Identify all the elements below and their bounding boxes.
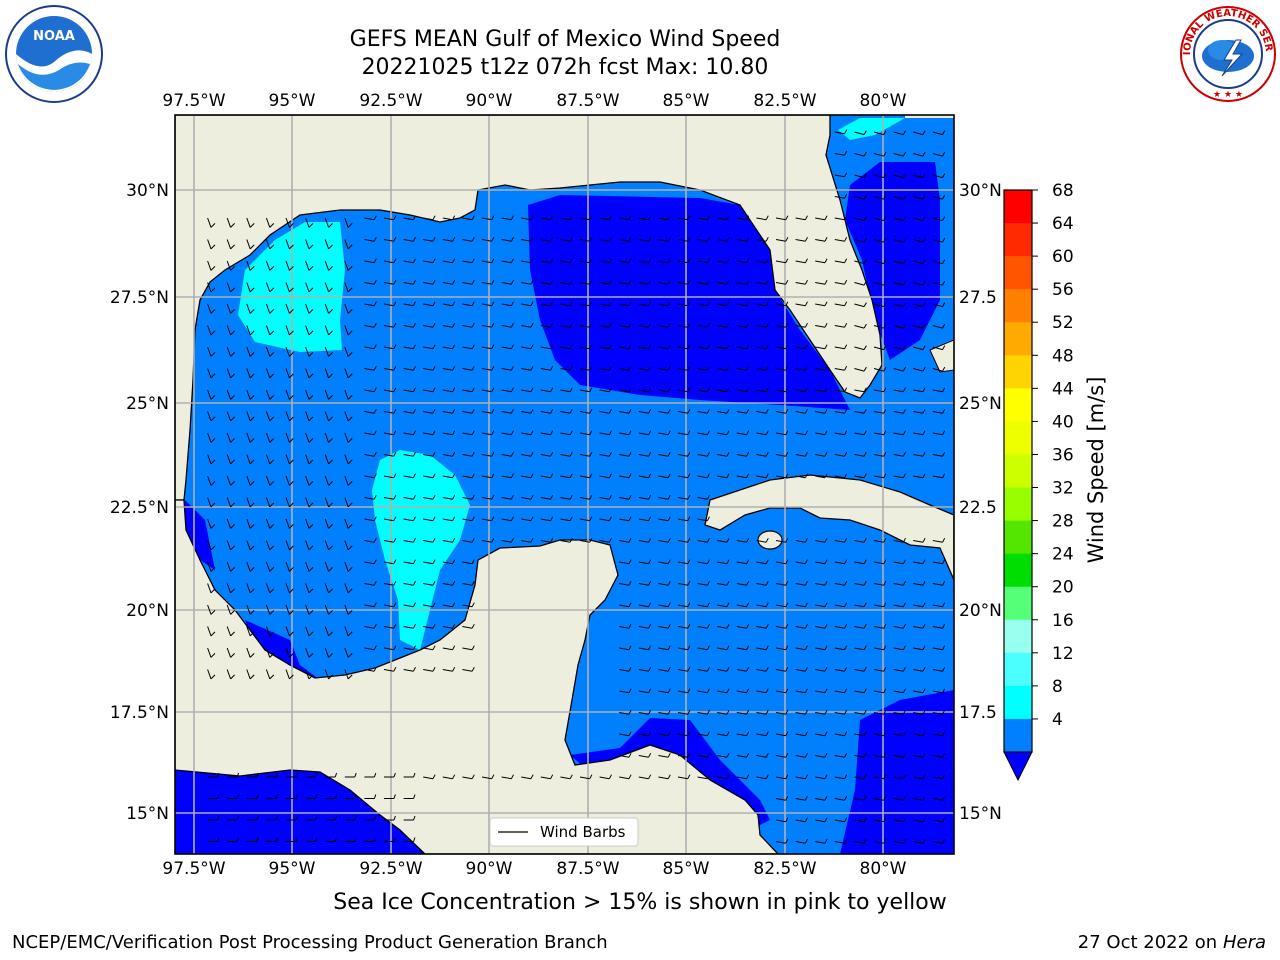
map-area — [175, 115, 954, 854]
noaa-logo-text: NOAA — [33, 29, 75, 44]
colorbar-bin — [1004, 487, 1032, 522]
legend: Wind Barbs — [489, 817, 639, 847]
colorbar-tick-label: 32 — [1052, 479, 1074, 499]
lat-label-left: 25°N — [126, 394, 169, 414]
colorbar-bin — [1004, 421, 1032, 455]
calm-zone-atlantic — [845, 162, 940, 360]
colorbar-bin — [1004, 454, 1032, 489]
lon-label-top: 90°W — [466, 91, 513, 111]
colorbar-bin — [1004, 718, 1032, 753]
lon-label-bottom: 95°W — [269, 859, 316, 879]
colorbar-tick-label: 56 — [1052, 280, 1074, 300]
lon-labels-bottom: 97.5°W 95°W 92.5°W 90°W 87.5°W 85°W 82.5°W 80°W — [162, 859, 906, 879]
colorbar-tick-label: 44 — [1052, 379, 1074, 399]
lon-label-bottom: 90°W — [466, 859, 513, 879]
colorbar-tick-label: 60 — [1052, 247, 1074, 267]
lon-label-top: 82.5°W — [753, 91, 816, 111]
lat-label-left: 20°N — [126, 601, 169, 621]
lat-label-left: 17.5°N — [110, 703, 169, 723]
colorbar-bin — [1004, 223, 1032, 257]
colorbar-tick-label: 40 — [1052, 412, 1074, 432]
colorbar-tick-label: 52 — [1052, 313, 1074, 333]
colorbar-tick-label: 28 — [1052, 512, 1074, 532]
colorbar-bin — [1004, 355, 1032, 389]
lat-label-left: 22.5°N — [110, 498, 169, 518]
lon-label-bottom: 85°W — [663, 859, 710, 879]
colorbar-bin — [1004, 190, 1032, 224]
colorbar: 68 64 60 56 52 48 44 40 36 32 28 24 20 16 12 8 4 — [1003, 181, 1074, 782]
svg-text:★ ★ ★: ★ ★ ★ — [1213, 90, 1243, 100]
colorbar-tick-label: 12 — [1052, 644, 1074, 664]
colorbar-bin — [1004, 289, 1032, 323]
lon-label-top: 87.5°W — [556, 91, 619, 111]
calm-zone-west-coast — [185, 500, 215, 570]
colorbar-tick-label: 24 — [1052, 545, 1074, 565]
colorbar-label: Wind Speed [m/s] — [1084, 376, 1108, 564]
legend-label: Wind Barbs — [540, 823, 626, 841]
noaa-logo: NOAA — [5, 5, 103, 103]
graticule — [175, 115, 954, 854]
title-line-1: GEFS MEAN Gulf of Mexico Wind Speed — [349, 27, 781, 52]
colorbar-extend-arrow — [1003, 751, 1033, 782]
lon-label-top: 85°W — [663, 91, 710, 111]
colorbar-bin — [1004, 685, 1032, 720]
lat-label-right: 17.5 — [959, 703, 997, 723]
colorbar-bin — [1004, 652, 1032, 687]
colorbar-tick-label: 64 — [1052, 214, 1074, 234]
lat-label-right: 20°N — [959, 601, 1002, 621]
colorbar-tick-label: 68 — [1052, 181, 1074, 201]
lat-label-left: 15°N — [126, 804, 169, 824]
colorbar-bin — [1004, 586, 1032, 621]
colorbar-bin — [1004, 388, 1032, 422]
lat-label-right: 27.5 — [959, 288, 997, 308]
colorbar-tick-label: 20 — [1052, 578, 1074, 598]
colorbar-bin — [1004, 322, 1032, 356]
wind-zone-north-atlantic — [838, 118, 905, 140]
calm-zone-campeche — [245, 620, 320, 682]
colorbar-tick-label: 48 — [1052, 346, 1074, 366]
machine-name: Hera — [1222, 932, 1266, 953]
land-usa — [175, 115, 883, 501]
lat-label-right: 25°N — [959, 394, 1002, 414]
lon-label-top: 92.5°W — [359, 91, 422, 111]
lon-label-top: 80°W — [860, 91, 907, 111]
lat-label-left: 30°N — [126, 181, 169, 201]
lon-labels-top: 97.5°W 95°W 92.5°W 90°W 87.5°W 85°W 82.5°W 80°W — [162, 91, 906, 111]
lon-label-bottom: 92.5°W — [359, 859, 422, 879]
land-mexico — [175, 499, 779, 854]
lat-label-left: 27.5°N — [110, 288, 169, 308]
colorbar-tick-label: 8 — [1052, 677, 1063, 697]
land-cuba — [704, 474, 954, 581]
wind-zone-central — [372, 450, 470, 650]
credit-line: NCEP/EMC/Verification Post Processing Pr… — [12, 932, 608, 953]
lon-label-bottom: 97.5°W — [162, 859, 225, 879]
colorbar-bin — [1004, 256, 1032, 290]
wind-barbs — [207, 129, 946, 844]
lon-label-bottom: 87.5°W — [556, 859, 619, 879]
colorbar-tick-label: 4 — [1052, 710, 1063, 730]
lat-label-right: 15°N — [959, 804, 1002, 824]
land-isla-juventud — [757, 530, 783, 550]
map-frame — [174, 114, 955, 855]
colorbar-bin — [1004, 520, 1032, 555]
lat-labels-left: 30°N 27.5°N 25°N 22.5°N 20°N 17.5°N 15°N — [110, 181, 169, 824]
lon-label-top: 95°W — [269, 91, 316, 111]
colorbar-bin — [1004, 553, 1032, 588]
lon-label-bottom: 80°W — [860, 859, 907, 879]
lat-label-right: 30°N — [959, 181, 1002, 201]
lon-label-top: 97.5°W — [162, 91, 225, 111]
lat-label-right: 22.5 — [959, 498, 997, 518]
title-line-2: 20221025 t12z 072h fcst Max: 10.80 — [361, 55, 769, 80]
date-line: 27 Oct 2022 on Hera — [1078, 932, 1266, 953]
colorbar-tick-label: 16 — [1052, 611, 1074, 631]
colorbar-tick-label: 36 — [1052, 445, 1074, 465]
sea-ice-note: Sea Ice Concentration > 15% is shown in … — [333, 890, 947, 915]
lat-labels-right: 30°N 27.5 25°N 22.5 20°N 17.5 15°N — [959, 181, 1002, 824]
date-text: 27 Oct 2022 on — [1077, 932, 1218, 953]
colorbar-bin — [1004, 619, 1032, 654]
ocean-pacific — [175, 769, 426, 854]
lon-label-bottom: 82.5°W — [753, 859, 816, 879]
nws-logo: NATIONAL WEATHER SERVICE ★ ★ ★ — [1178, 4, 1276, 102]
